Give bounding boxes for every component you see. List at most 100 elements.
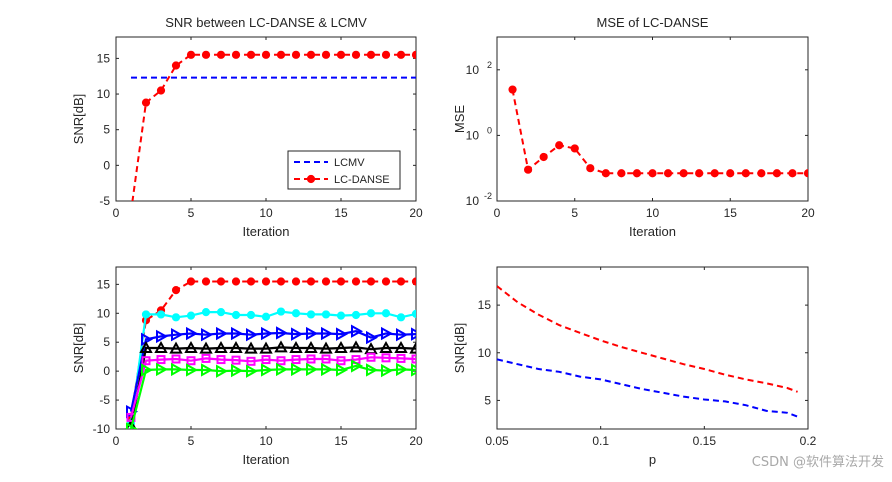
y-tick-label: 10 [466, 63, 480, 77]
y-tick-label: 5 [103, 335, 110, 349]
data-point [141, 98, 151, 107]
data-point [171, 313, 181, 322]
y-tick-label: 5 [103, 123, 110, 137]
data-point [231, 50, 241, 59]
data-point [679, 169, 688, 178]
data-point [291, 309, 301, 318]
data-point [156, 355, 166, 365]
y-tick-label: 15 [97, 277, 111, 291]
data-point [321, 326, 334, 341]
data-point [304, 340, 318, 353]
data-point [617, 169, 626, 178]
data-point [216, 326, 229, 341]
data-point [411, 327, 416, 341]
data-point [306, 50, 316, 59]
legend-marker [306, 174, 316, 184]
data-point [141, 363, 154, 377]
data-point [231, 355, 241, 365]
data-point [321, 362, 334, 377]
data-point [381, 326, 394, 341]
data-point [741, 169, 750, 178]
y-tick-label: 0 [103, 364, 110, 378]
data-point [411, 354, 416, 364]
data-point [246, 356, 256, 366]
data-point [186, 363, 199, 377]
series-line-3 [129, 330, 416, 412]
legend-label: LC-DANSE [334, 174, 390, 186]
x-tick-label: 15 [334, 206, 348, 220]
series-line-1 [497, 285, 798, 393]
data-point [244, 341, 258, 354]
data-point [663, 169, 673, 178]
y-tick-label-exponent: 2 [487, 60, 492, 70]
data-point [201, 277, 211, 286]
data-point [366, 309, 376, 318]
data-point [306, 277, 316, 286]
y-tick-label: 10 [97, 87, 111, 101]
data-point [334, 340, 348, 353]
data-point [695, 169, 704, 178]
data-point [186, 50, 196, 59]
data-point [336, 311, 346, 320]
series-line-6 [129, 364, 416, 429]
data-point [291, 355, 301, 365]
data-point [539, 152, 548, 162]
y-tick-label-exponent: 0 [487, 125, 492, 135]
data-point [139, 340, 153, 353]
data-point [396, 313, 406, 322]
data-point [171, 327, 184, 342]
legend: LCMV LC-DANSE [287, 150, 401, 190]
x-axis-label: p [649, 452, 656, 467]
chart-title: MSE of LC-DANSE [597, 15, 709, 30]
data-point [291, 50, 301, 59]
data-point [601, 169, 610, 178]
y-axis-label: MSE [452, 105, 467, 134]
data-point [336, 356, 346, 366]
data-point [186, 277, 196, 286]
data-point [169, 341, 183, 354]
data-point [261, 50, 271, 59]
data-point [216, 277, 226, 286]
y-tick-label: -10 [93, 422, 111, 436]
x-tick-label: 0.15 [693, 434, 717, 448]
data-point [291, 327, 304, 341]
data-point [306, 326, 319, 341]
data-point [156, 86, 166, 95]
x-tick-label: 0 [113, 434, 120, 448]
legend-box [287, 150, 401, 190]
data-point [276, 307, 286, 316]
y-tick-label: 15 [478, 298, 492, 312]
data-point [156, 329, 169, 344]
series-group [127, 50, 416, 215]
data-point [381, 363, 394, 378]
data-point [261, 355, 271, 365]
x-tick-label: 0.05 [485, 434, 509, 448]
data-point [231, 310, 241, 320]
x-tick-label: 10 [259, 434, 273, 448]
y-axis-label: SNR[dB] [452, 323, 467, 374]
data-point [276, 326, 289, 340]
y-axis-label: SNR[dB] [71, 323, 86, 374]
chart-panel-4: 0.05 0.1 0.15 0.2 5 10 15 p SNR[dB] [452, 266, 817, 467]
data-point [214, 340, 228, 353]
x-tick-label: 5 [188, 206, 195, 220]
data-point [366, 363, 379, 377]
data-point [381, 277, 391, 286]
data-point [231, 363, 244, 378]
y-tick-label: 10 [478, 346, 492, 360]
data-point [246, 277, 256, 286]
data-point [276, 277, 286, 286]
data-point [726, 169, 735, 178]
data-point [351, 310, 361, 320]
data-point [229, 340, 243, 353]
data-point [127, 208, 134, 215]
data-point [306, 362, 319, 377]
data-point [261, 312, 271, 321]
data-point [396, 277, 406, 286]
data-point [336, 277, 346, 286]
data-point [171, 61, 181, 70]
x-tick-label: 0 [113, 206, 120, 220]
y-tick-label: -5 [99, 194, 110, 208]
data-point [336, 327, 349, 341]
data-point [154, 340, 168, 353]
